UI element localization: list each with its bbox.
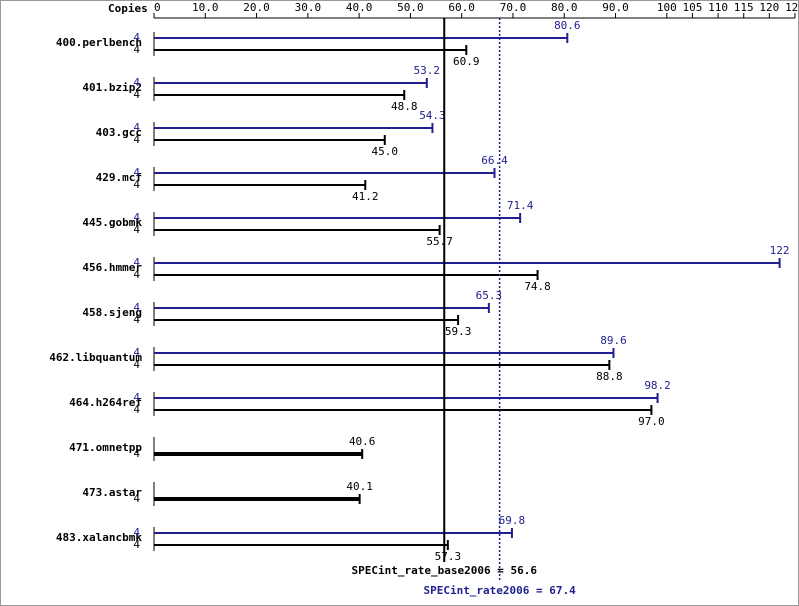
category-label: 483.xalancbmk	[56, 531, 142, 544]
value-label: 69.8	[499, 514, 526, 527]
x-tick-label: 20.0	[243, 1, 270, 14]
bar	[154, 37, 568, 39]
value-label: 88.8	[596, 370, 623, 383]
x-tick-label: 100	[657, 1, 677, 14]
copies-label: 4	[133, 211, 140, 224]
bar	[154, 49, 467, 51]
bar	[154, 364, 610, 366]
category-label: 400.perlbench	[56, 36, 142, 49]
x-tick-label: 0	[154, 1, 161, 14]
x-tick-label: 90.0	[602, 1, 629, 14]
x-tick-label: 105	[683, 1, 703, 14]
value-label: 41.2	[352, 190, 379, 203]
reference-label: SPECint_rate2006 = 67.4	[423, 584, 576, 597]
x-tick-label: 120	[759, 1, 779, 14]
x-tick-label: 115	[734, 1, 754, 14]
copies-header: Copies	[108, 2, 148, 15]
bar	[154, 262, 780, 264]
value-label: 80.6	[554, 19, 581, 32]
copies-label: 4	[133, 88, 140, 101]
x-tick-label: 70.0	[500, 1, 527, 14]
bar	[154, 184, 366, 186]
bar	[154, 452, 363, 456]
value-label: 89.6	[600, 334, 627, 347]
copies-label: 4	[133, 492, 140, 505]
value-label: 54.3	[419, 109, 446, 122]
bar	[154, 397, 658, 399]
value-label: 122	[770, 244, 790, 257]
value-label: 71.4	[507, 199, 534, 212]
category-label: 445.gobmk	[82, 216, 142, 229]
copies-label: 4	[133, 166, 140, 179]
category-label: 473.astar	[82, 486, 142, 499]
category-label: 464.h264ref	[69, 396, 142, 409]
bar	[154, 217, 521, 219]
copies-label: 4	[133, 538, 140, 551]
value-label: 57.3	[435, 550, 462, 563]
bar	[154, 127, 433, 129]
bar	[154, 307, 489, 309]
x-tick-label: 80.0	[551, 1, 578, 14]
copies-label: 4	[133, 268, 140, 281]
category-label: 456.hmmer	[82, 261, 142, 274]
copies-label: 4	[133, 346, 140, 359]
x-tick-label: 60.0	[448, 1, 475, 14]
value-label: 48.8	[391, 100, 418, 113]
value-label: 60.9	[453, 55, 480, 68]
x-tick-label: 50.0	[397, 1, 424, 14]
value-label: 40.6	[349, 435, 376, 448]
copies-label: 4	[133, 313, 140, 326]
category-label: 462.libquantum	[49, 351, 142, 364]
copies-label: 4	[133, 391, 140, 404]
copies-label: 4	[133, 447, 140, 460]
copies-label: 4	[133, 358, 140, 371]
copies-label: 4	[133, 256, 140, 269]
bar	[154, 139, 385, 141]
value-label: 98.2	[644, 379, 671, 392]
copies-label: 4	[133, 43, 140, 56]
category-label: 429.mcf	[96, 171, 142, 184]
category-label: 471.omnetpp	[69, 441, 142, 454]
x-tick-label: 10.0	[192, 1, 219, 14]
value-label: 74.8	[524, 280, 551, 293]
bar	[154, 532, 512, 534]
x-tick-label: 125	[785, 1, 799, 14]
bar	[154, 229, 440, 231]
bar	[154, 352, 614, 354]
value-label: 66.4	[481, 154, 508, 167]
bar	[154, 497, 360, 501]
copies-label: 4	[133, 403, 140, 416]
value-label: 59.3	[445, 325, 472, 338]
copies-label: 4	[133, 31, 140, 44]
bar	[154, 544, 448, 546]
value-label: 40.1	[346, 480, 373, 493]
copies-label: 4	[133, 526, 140, 539]
value-label: 65.3	[476, 289, 503, 302]
category-label: 401.bzip2	[82, 81, 142, 94]
value-label: 45.0	[372, 145, 399, 158]
category-label: 403.gcc	[96, 126, 142, 139]
reference-label: SPECint_rate_base2006 = 56.6	[352, 564, 538, 577]
x-tick-label: 40.0	[346, 1, 373, 14]
copies-label: 4	[133, 223, 140, 236]
copies-label: 4	[133, 76, 140, 89]
bar	[154, 409, 652, 411]
copies-label: 4	[133, 301, 140, 314]
bar	[154, 274, 538, 276]
x-tick-label: 110	[708, 1, 728, 14]
value-label: 53.2	[414, 64, 441, 77]
value-label: 55.7	[426, 235, 453, 248]
copies-label: 4	[133, 178, 140, 191]
bar	[154, 82, 427, 84]
value-label: 97.0	[638, 415, 665, 428]
x-tick-label: 30.0	[295, 1, 322, 14]
category-label: 458.sjeng	[82, 306, 142, 319]
bar	[154, 94, 405, 96]
bar	[154, 172, 495, 174]
copies-label: 4	[133, 121, 140, 134]
bar	[154, 319, 459, 321]
copies-label: 4	[133, 133, 140, 146]
